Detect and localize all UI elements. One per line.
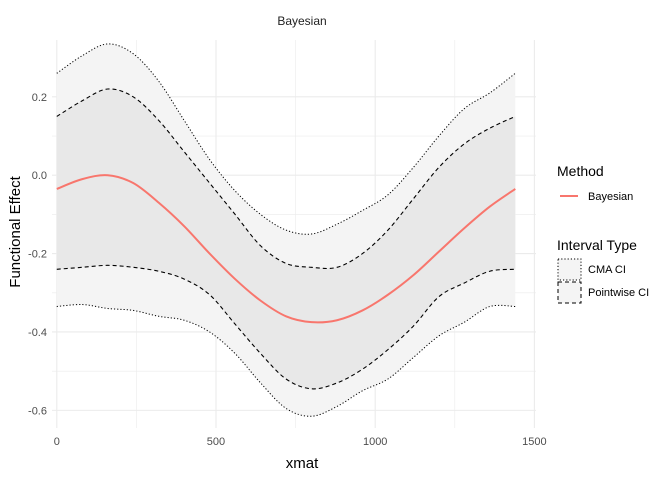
y-axis-tick-labels: -0.6 -0.4 -0.2 0.0 0.2 xyxy=(28,92,47,418)
y-tick-label: -0.2 xyxy=(28,249,47,261)
y-axis-label: Functional Effect xyxy=(7,175,24,287)
pointwise-ci-lower-line xyxy=(56,264,516,390)
legend-label-pointwise: Pointwise CI xyxy=(588,287,649,299)
pointwise-ci-band xyxy=(56,88,516,389)
chart-title: Bayesian xyxy=(277,14,326,28)
series-lines xyxy=(56,43,516,417)
bayesian-estimate-line xyxy=(56,174,516,324)
plot-panel xyxy=(52,40,536,428)
x-tick-label: 1500 xyxy=(522,436,546,448)
pointwise-ci-upper-line xyxy=(56,88,516,270)
x-tick-label: 0 xyxy=(54,436,60,448)
cma-ci-upper-line xyxy=(56,43,516,235)
y-tick-label: 0.2 xyxy=(32,92,47,104)
legend: Method Bayesian Interval Type CMA CI Poin… xyxy=(557,163,649,304)
legend-interval-items: CMA CI Pointwise CI xyxy=(557,258,649,304)
legend-key-cma xyxy=(557,258,582,281)
legend-method-items: Bayesian xyxy=(560,191,633,203)
x-tick-label: 1000 xyxy=(363,436,387,448)
legend-method-title: Method xyxy=(557,163,604,179)
legend-label-bayesian: Bayesian xyxy=(588,191,633,203)
legend-interval-title: Interval Type xyxy=(557,237,637,253)
y-tick-label: -0.6 xyxy=(28,405,47,417)
legend-label-cma: CMA CI xyxy=(588,264,626,276)
legend-key-pointwise xyxy=(557,281,582,304)
y-tick-label: 0.0 xyxy=(32,170,47,182)
x-axis-label: xmat xyxy=(286,455,319,472)
cma-ci-lower-line xyxy=(56,304,516,417)
y-tick-label: -0.4 xyxy=(28,327,47,339)
x-tick-label: 500 xyxy=(207,436,225,448)
x-axis-tick-labels: 0 500 1000 1500 xyxy=(54,436,547,448)
